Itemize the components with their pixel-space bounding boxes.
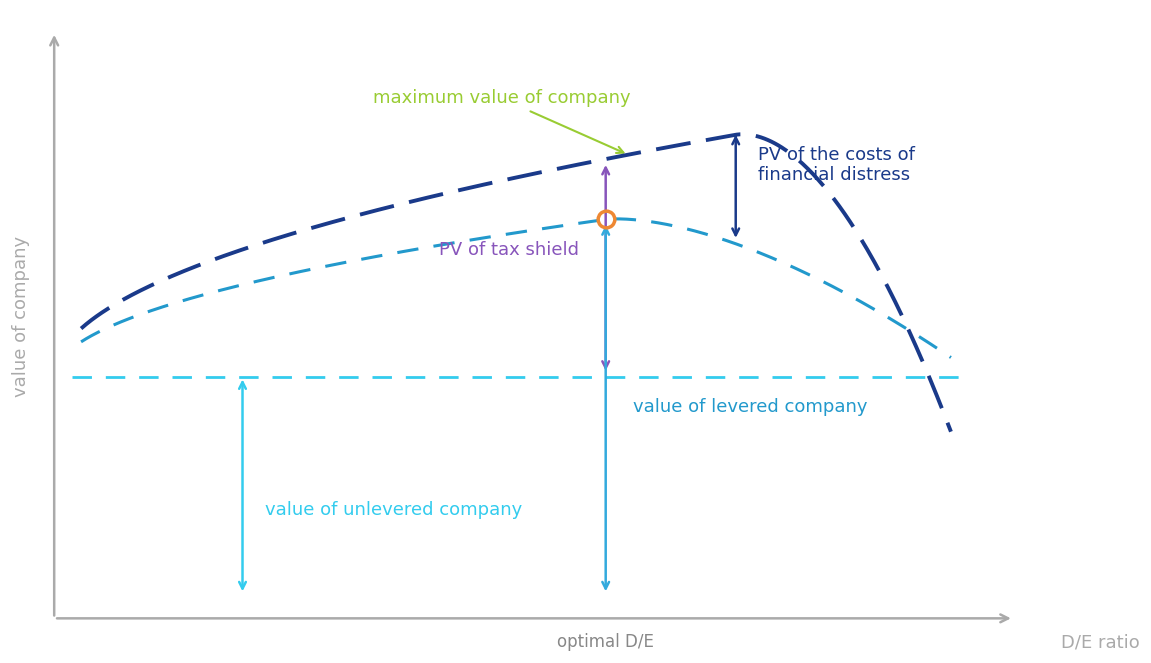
Text: value of company: value of company xyxy=(12,235,30,396)
Text: PV of the costs of
financial distress: PV of the costs of financial distress xyxy=(759,146,915,184)
Text: D/E ratio: D/E ratio xyxy=(1061,634,1141,652)
Text: optimal D/E: optimal D/E xyxy=(557,633,654,652)
Text: value of unlevered company: value of unlevered company xyxy=(265,501,523,518)
Text: PV of tax shield: PV of tax shield xyxy=(439,241,579,259)
Text: value of levered company: value of levered company xyxy=(633,398,867,416)
Text: maximum value of company: maximum value of company xyxy=(373,90,630,153)
